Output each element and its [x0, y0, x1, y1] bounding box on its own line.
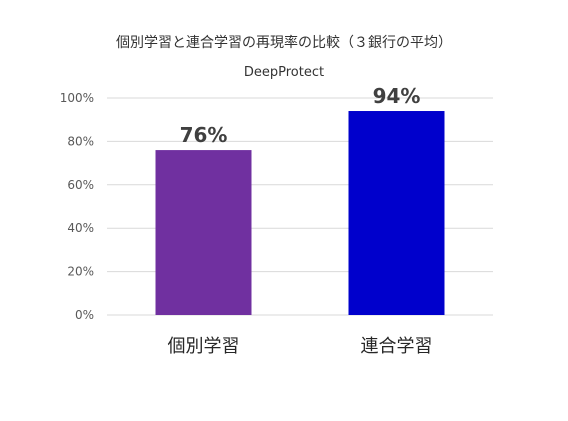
bar-0	[155, 150, 252, 315]
x-category-label: 連合学習	[361, 336, 433, 357]
data-label: 76%	[180, 123, 228, 147]
x-category-label: 個別学習	[168, 336, 240, 357]
bar-1	[348, 111, 445, 316]
chart-title: 個別学習と連合学習の再現率の比較（３銀行の平均）	[116, 34, 452, 51]
y-tick-label: 80%	[67, 134, 94, 148]
y-tick-label: 20%	[67, 265, 94, 279]
y-tick-label: 0%	[75, 308, 94, 322]
y-tick-label: 40%	[67, 221, 94, 235]
x-axis-labels: 個別学習 連合学習	[168, 336, 433, 357]
data-labels: 76% 94%	[180, 84, 421, 147]
data-label: 94%	[373, 84, 421, 108]
y-tick-label: 60%	[67, 178, 94, 192]
bars	[155, 111, 445, 316]
y-axis-ticks: 0% 20% 40% 60% 80% 100%	[60, 91, 94, 322]
y-tick-label: 100%	[60, 91, 94, 105]
chart-subtitle: DeepProtect	[244, 65, 324, 80]
